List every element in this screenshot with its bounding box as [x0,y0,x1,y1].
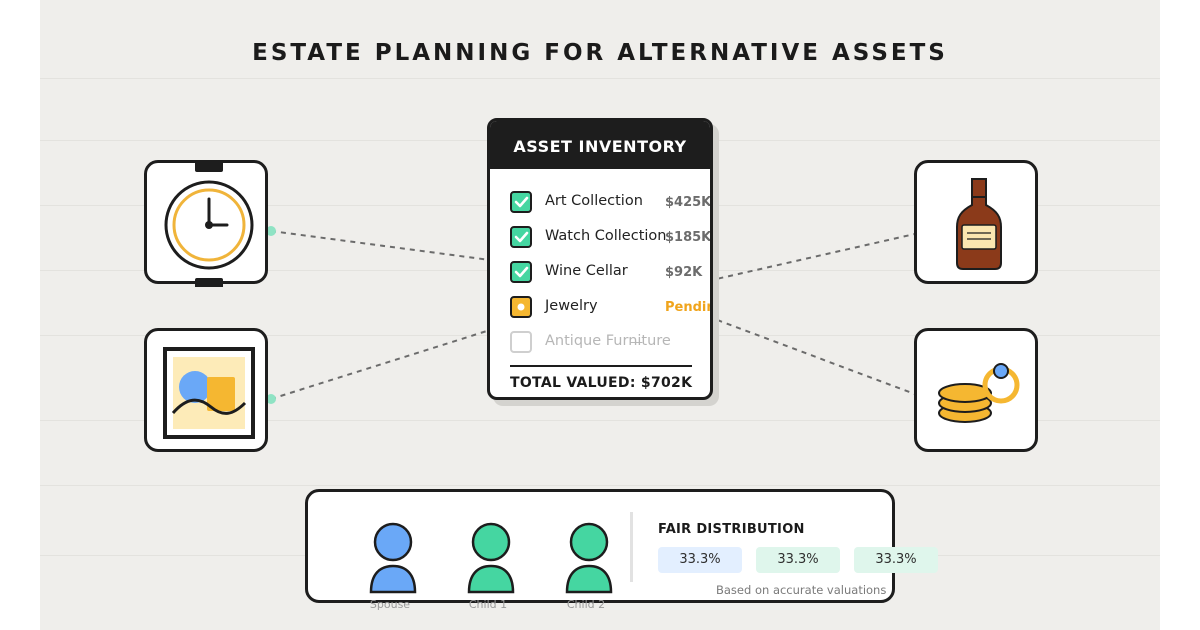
checkbox-checked[interactable] [510,226,532,248]
pending-dot-icon [517,303,525,311]
item-label: Watch Collection [545,228,667,244]
inventory-item: Wine Cellar $92K [510,261,710,285]
watch-icon [164,163,254,287]
share-chip-child-2: 33.3% [854,547,938,573]
art-tile [144,328,268,452]
inventory-header: ASSET INVENTORY [490,121,710,169]
item-value: — [630,335,643,350]
checkmark-icon [514,196,529,208]
item-value: $92K [665,265,703,280]
connector-dot [266,394,276,404]
painting-icon [163,347,255,439]
checkbox-pending[interactable] [510,296,532,318]
spouse-icon [369,522,417,594]
share-chip-child-1: 33.3% [756,547,840,573]
wine-bottle-icon [956,178,1002,270]
share-chip-spouse: 33.3% [658,547,742,573]
item-value: $425K [665,195,712,210]
connector-watch [270,230,491,261]
jewelry-icon [938,363,1020,423]
inventory-item: Antique Furniture — [510,331,710,355]
heir-label-child-1: Child 1 [468,598,508,611]
divider [510,365,692,367]
asset-inventory-card: ASSET INVENTORY Art Collection $425K Wat… [487,118,713,400]
connector-dot [266,226,276,236]
total-valued: TOTAL VALUED: $702K [510,375,693,391]
jewelry-tile [914,328,1038,452]
item-label: Jewelry [545,298,598,314]
checkbox-checked[interactable] [510,191,532,213]
checkbox-checked[interactable] [510,261,532,283]
heir-label-child-2: Child 2 [566,598,606,611]
item-status: Pending [665,300,710,315]
checkmark-icon [514,231,529,243]
connector-art [270,329,491,400]
heir-label-spouse: Spouse [369,598,411,611]
connector-wine [711,230,929,281]
child-2-icon [565,522,613,594]
distribution-note: Based on accurate valuations [716,583,887,597]
inventory-item: Jewelry Pending [510,296,710,320]
watch-tile [144,160,268,287]
item-label: Wine Cellar [545,263,628,279]
checkbox-unchecked[interactable] [510,331,532,353]
background-stripe [40,485,1160,486]
fair-distribution-panel: FAIR DISTRIBUTION 33.3% 33.3% 33.3% Base… [305,489,938,603]
item-value: $185K [665,230,712,245]
page-title: ESTATE PLANNING FOR ALTERNATIVE ASSETS [252,40,948,66]
distribution-title: FAIR DISTRIBUTION [658,522,805,537]
item-label: Antique Furniture [545,333,671,349]
background-stripe [40,78,1160,79]
background-stripe [40,420,1160,421]
inventory-item: Watch Collection $185K [510,226,712,250]
wine-tile [914,160,1038,284]
child-1-icon [467,522,515,594]
connector-jewelry [711,317,929,400]
checkmark-icon [514,266,529,278]
panel-divider [630,512,633,582]
inventory-item: Art Collection $425K [510,191,712,215]
item-label: Art Collection [545,193,643,209]
